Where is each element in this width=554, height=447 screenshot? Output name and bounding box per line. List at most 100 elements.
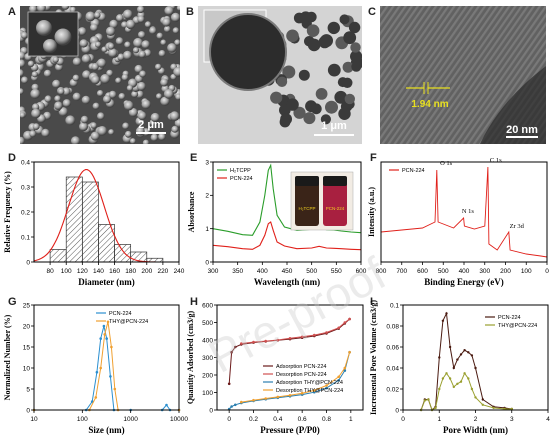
y-axis-label: Intensity (a.u.) xyxy=(367,187,376,237)
y-tick-label: 0 xyxy=(205,259,209,266)
tem-particle xyxy=(303,112,316,125)
pore-size-marker xyxy=(448,345,452,349)
y-tick-label: 0.04 xyxy=(386,365,399,372)
x-tick-label: 120 xyxy=(77,268,88,275)
pore-size-marker xyxy=(448,377,452,380)
pore-size-marker xyxy=(445,312,448,315)
chart-i-svg: PCN-224 THY@PCN-224 0 1 2 3 4 0 0.02 0.04 0.06 0.08… xyxy=(369,300,550,435)
isotherm-marker xyxy=(343,366,347,370)
sem-particle xyxy=(54,101,63,110)
sem-particle xyxy=(171,125,179,133)
sem-particle xyxy=(138,31,146,39)
isotherm-marker xyxy=(337,375,340,379)
x-tick-label: 10000 xyxy=(170,416,188,423)
sem-particle xyxy=(109,19,119,29)
x-tick-label: 100 xyxy=(77,416,88,423)
sem-particle xyxy=(102,95,112,104)
y-axis-label: Absorbance xyxy=(187,191,196,232)
legend-label: Adsorption THY@PCN-224 xyxy=(276,380,343,386)
sem-particle xyxy=(108,48,118,58)
isotherm-marker xyxy=(337,326,340,330)
pore-size-marker xyxy=(459,380,463,383)
dls-marker xyxy=(103,333,106,336)
chart-d-svg: 80 100 120 140 160 180 200 220 240 0 0.1 0.2 0.3 0.4 D… xyxy=(3,159,185,287)
legend-label: H₂TCPP xyxy=(230,168,251,174)
y-tick-label: 300 xyxy=(202,355,213,362)
sem-particle xyxy=(79,39,88,48)
x-tick-label: 0.6 xyxy=(298,416,307,423)
isotherm-marker xyxy=(337,379,340,382)
x-tick-label: 0 xyxy=(401,416,405,423)
tem-particle xyxy=(327,21,340,35)
tem-particle xyxy=(306,11,317,23)
tem-image-b: 1 μm xyxy=(198,6,362,144)
chart-g-svg: PCN-224 THY@PCN-224 10 100 1000 10000 0 5 10 15 20… xyxy=(3,302,188,435)
x-tick-label: 600 xyxy=(417,268,428,275)
dls-marker xyxy=(113,387,117,391)
pore-size-marker xyxy=(456,358,459,361)
sem-particle xyxy=(69,6,76,13)
tem-particle xyxy=(325,100,338,114)
pore-size-marker xyxy=(445,372,448,375)
tem-particle xyxy=(327,63,341,77)
sem-particle xyxy=(20,59,26,68)
sem-particle xyxy=(72,74,80,82)
sem-particle xyxy=(156,93,162,100)
peak-annotation: N 1s xyxy=(462,208,475,215)
x-tick-label: 100 xyxy=(61,268,72,275)
chart-f-svg: O 1s C 1s N 1s Zr 3d PCN-224 800 700 600 500 400 3… xyxy=(367,157,549,287)
tem-particle xyxy=(348,21,361,34)
sem-particle xyxy=(149,26,157,35)
y-tick-label: 10 xyxy=(23,365,31,372)
sem-particle xyxy=(90,122,97,129)
x-tick-label: 180 xyxy=(125,268,136,275)
y-tick-label: 0.06 xyxy=(386,344,399,351)
x-tick-label: 4 xyxy=(546,416,550,423)
sem-particle xyxy=(162,17,171,27)
tem-particle xyxy=(351,61,362,72)
sem-particle xyxy=(156,32,164,40)
tem-particle xyxy=(339,14,350,25)
sem-particle xyxy=(126,85,133,92)
isotherm-marker xyxy=(264,397,267,400)
sem-particle xyxy=(97,112,105,120)
sem-particle xyxy=(136,81,146,91)
isotherm-marker xyxy=(240,342,243,345)
sem-particle xyxy=(123,50,132,60)
dls-marker xyxy=(106,320,110,324)
x-tick-label: 500 xyxy=(438,268,449,275)
vial-cap-left xyxy=(295,176,319,186)
x-tick-label: 550 xyxy=(331,268,342,275)
sem-particle xyxy=(91,75,100,85)
x-tick-label: 300 xyxy=(479,268,490,275)
pore-size-marker xyxy=(438,356,441,359)
pore-size-marker xyxy=(463,349,466,352)
isotherm-marker xyxy=(234,345,237,349)
tem-particle xyxy=(343,31,357,45)
isotherm-marker xyxy=(252,398,255,402)
sem-particle xyxy=(58,107,68,117)
sem-particle xyxy=(43,69,52,78)
x-tick-label: 700 xyxy=(396,268,407,275)
pore-size-marker xyxy=(474,366,477,370)
sem-particle xyxy=(27,60,35,67)
sem-micrograph-a: 2 μm xyxy=(20,6,180,144)
tem-particle xyxy=(310,103,322,115)
pore-size-marker xyxy=(481,398,484,401)
y-tick-label: 200 xyxy=(202,372,213,379)
sem-particle xyxy=(163,25,171,33)
chart-i: PCN-224 THY@PCN-224 0 1 2 3 4 0 0.02 0.04 0.06 0.08… xyxy=(367,295,554,447)
y-tick-label: 0 xyxy=(209,407,213,414)
tem-particle xyxy=(307,38,321,52)
pore-size-marker xyxy=(441,319,445,322)
x-axis-label: Size (nm) xyxy=(88,425,124,435)
tem-particle xyxy=(320,114,331,125)
sem-particle xyxy=(137,6,145,14)
sem-particle xyxy=(164,6,174,16)
y-tick-label: 0.1 xyxy=(21,234,30,241)
sem-particle xyxy=(141,40,150,49)
tem-particle xyxy=(315,88,328,100)
isotherm-marker xyxy=(313,333,316,337)
sem-particle xyxy=(134,64,143,74)
vial-left xyxy=(295,176,319,226)
